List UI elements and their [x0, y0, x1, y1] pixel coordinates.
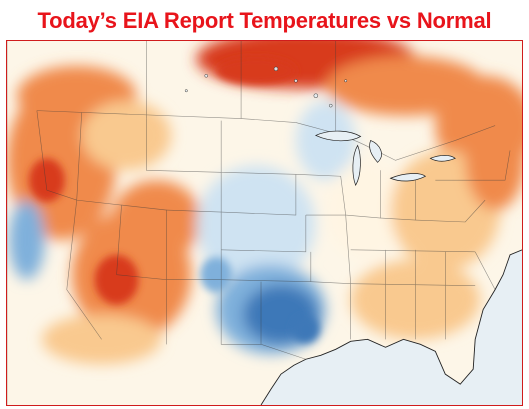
missouri-lines — [310, 215, 351, 284]
boundary-lines — [36, 41, 511, 360]
gulf-atlantic-water — [261, 249, 522, 405]
south-central-lines — [350, 249, 416, 340]
anomaly-new-mexico-cool — [200, 256, 233, 293]
lake-superior — [314, 130, 362, 142]
canada-province-lines — [146, 41, 337, 133]
lake-dot — [313, 93, 319, 98]
anomaly-california-coast — [8, 200, 45, 280]
anomaly-great-lakes-west — [295, 100, 356, 181]
anomaly-oregon-hotspot — [28, 158, 65, 203]
lake-dot — [294, 79, 298, 83]
anomaly-new-england — [465, 110, 522, 211]
lake-huron — [369, 139, 382, 163]
anomaly-nevada-hotspot — [94, 254, 139, 305]
utah-lines — [116, 204, 167, 281]
lake-dot — [184, 89, 188, 93]
carolinas-lines — [444, 251, 496, 340]
anomaly-montana — [81, 100, 172, 171]
wyoming-montana-lines — [146, 118, 222, 213]
dakotas-lines — [220, 120, 296, 175]
temperature-anomaly-map — [6, 40, 523, 406]
tennessee-lines — [350, 283, 476, 286]
anomaly-hudson-hotspot — [216, 56, 296, 85]
anomaly-midwest — [325, 160, 406, 260]
lake-dot — [328, 103, 333, 108]
anomaly-central-plains — [196, 165, 316, 285]
anomaly-detail — [28, 56, 320, 344]
idaho-nevada-lines — [76, 112, 122, 275]
iowa-lines — [295, 173, 347, 216]
oklahoma-lines — [221, 251, 312, 282]
lake-ontario — [429, 155, 456, 162]
lake-michigan — [352, 144, 361, 186]
nebraska-lines — [221, 174, 297, 216]
anomaly-coldest-core — [291, 315, 320, 344]
map-canvas — [7, 41, 522, 405]
canada-small-lakes — [184, 66, 348, 108]
page-title: Today’s EIA Report Temperatures vs Norma… — [37, 8, 492, 33]
lake-dot — [273, 66, 279, 72]
colorado-lines — [166, 209, 222, 280]
kentucky-lines — [350, 249, 476, 253]
kansas-lines — [221, 215, 307, 253]
southwest-lines — [166, 279, 262, 345]
texas-lines — [260, 281, 306, 360]
anomaly-rockies — [111, 180, 202, 260]
lake-dot — [204, 74, 208, 78]
great-lakes — [314, 130, 456, 186]
eastern-lines — [415, 150, 511, 223]
coastline — [260, 249, 522, 405]
lake-erie — [389, 173, 427, 182]
land-area — [7, 41, 522, 405]
lake-dot — [344, 79, 348, 83]
